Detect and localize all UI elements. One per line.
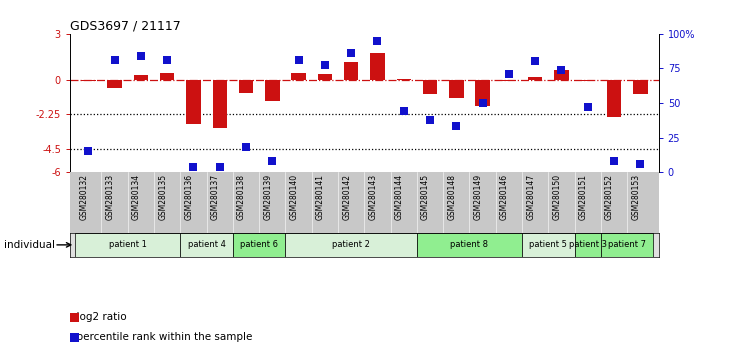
Text: GSM280150: GSM280150 (553, 174, 562, 220)
Bar (344, 62, 358, 80)
Bar (397, 79, 411, 80)
Text: patient 5: patient 5 (529, 240, 567, 249)
Point (450, 124, 462, 129)
Text: GSM280140: GSM280140 (289, 174, 299, 220)
Bar (265, 80, 280, 101)
Bar (575, 233, 601, 257)
Text: patient 3: patient 3 (569, 240, 606, 249)
Text: GSM280152: GSM280152 (605, 174, 614, 220)
Bar (75, 233, 180, 257)
Text: GSM280135: GSM280135 (158, 174, 167, 220)
Point (372, 38, 383, 44)
Text: GSM280139: GSM280139 (263, 174, 272, 220)
Point (556, 67, 567, 73)
Text: GSM280138: GSM280138 (237, 174, 246, 220)
Bar (370, 53, 385, 80)
Point (188, 164, 199, 170)
Point (582, 104, 594, 110)
Bar (160, 73, 174, 80)
Text: patient 1: patient 1 (109, 240, 146, 249)
Bar (417, 233, 522, 257)
Point (82, 149, 94, 154)
Point (135, 53, 146, 59)
Point (345, 50, 357, 56)
Point (214, 164, 226, 170)
Bar (422, 80, 437, 94)
Bar (522, 233, 575, 257)
Bar (291, 73, 306, 80)
Bar (180, 233, 233, 257)
Text: patient 4: patient 4 (188, 240, 225, 249)
Point (634, 161, 646, 167)
Text: patient 8: patient 8 (450, 240, 489, 249)
Bar (233, 233, 286, 257)
Point (398, 108, 410, 114)
Text: GSM280143: GSM280143 (369, 174, 378, 220)
Point (161, 57, 173, 63)
Text: GSM280133: GSM280133 (105, 174, 115, 220)
Text: GSM280142: GSM280142 (342, 174, 351, 220)
Text: GSM280151: GSM280151 (578, 174, 588, 220)
Bar (238, 80, 253, 93)
Bar (318, 74, 332, 80)
Bar (186, 80, 201, 124)
Bar (606, 80, 621, 117)
Text: GSM280148: GSM280148 (447, 174, 456, 220)
Bar (213, 80, 227, 127)
Bar (449, 80, 464, 98)
Text: GSM280149: GSM280149 (473, 174, 483, 220)
Bar (475, 80, 490, 106)
Text: GSM280144: GSM280144 (394, 174, 404, 220)
Point (503, 71, 514, 76)
Text: GSM280134: GSM280134 (132, 174, 141, 220)
Bar (134, 75, 148, 80)
Bar (554, 70, 569, 80)
Bar (528, 77, 542, 80)
Text: patient 2: patient 2 (332, 240, 370, 249)
Point (109, 57, 121, 63)
Bar (633, 80, 648, 94)
Point (608, 158, 620, 164)
Text: GSM280153: GSM280153 (631, 174, 640, 220)
Bar (107, 80, 122, 88)
Point (319, 63, 330, 68)
Point (529, 58, 541, 64)
Text: GSM280137: GSM280137 (210, 174, 220, 220)
Text: GSM280146: GSM280146 (500, 174, 509, 220)
Text: GSM280136: GSM280136 (185, 174, 194, 220)
Text: GDS3697 / 21117: GDS3697 / 21117 (70, 19, 180, 33)
Text: individual: individual (4, 240, 54, 250)
Point (293, 57, 305, 63)
Point (266, 158, 278, 164)
Text: patient 6: patient 6 (240, 240, 278, 249)
Bar (601, 233, 654, 257)
Text: percentile rank within the sample: percentile rank within the sample (70, 332, 252, 342)
Bar (581, 80, 595, 81)
Text: log2 ratio: log2 ratio (70, 312, 127, 322)
Bar (502, 80, 516, 81)
Text: GSM280147: GSM280147 (526, 174, 535, 220)
Text: patient 7: patient 7 (608, 240, 646, 249)
Point (240, 144, 252, 150)
Point (477, 100, 489, 106)
Text: GSM280141: GSM280141 (316, 174, 325, 220)
Bar (81, 80, 96, 81)
Point (424, 117, 436, 122)
Text: GSM280132: GSM280132 (79, 174, 88, 220)
Text: GSM280145: GSM280145 (421, 174, 430, 220)
Bar (286, 233, 417, 257)
